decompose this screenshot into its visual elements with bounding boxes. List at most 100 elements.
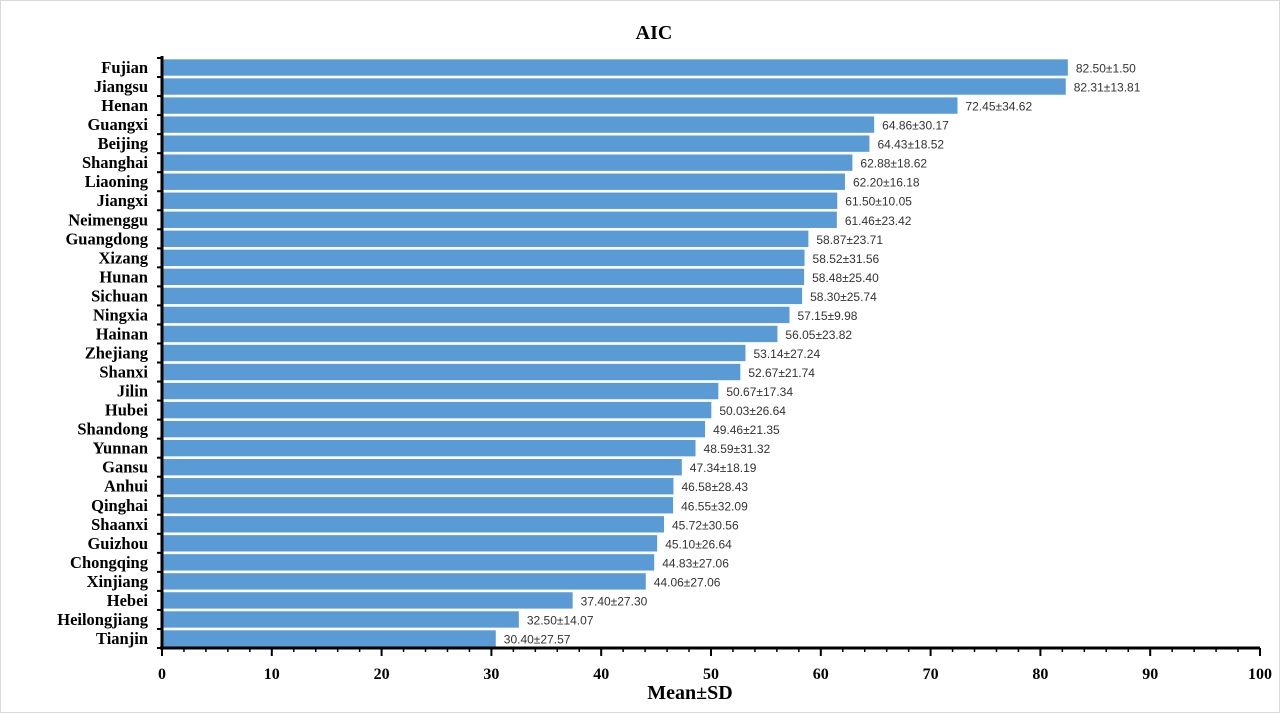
bar-henan [162,97,958,114]
x-tick-label: 40 [593,666,609,683]
data-label-jilin: 50.67±17.34 [726,385,793,399]
bar-yunnan [162,439,696,457]
data-label-xizang: 58.52±31.56 [813,252,880,266]
bar-tianjin [162,630,496,647]
category-label-shanghai: Shanghai [82,153,148,172]
bar-shanghai [162,154,853,171]
bar-anhui [162,478,674,495]
bar-hubei [162,401,712,419]
x-tick-label: 20 [374,666,390,683]
data-label-tianjin: 30.40±27.57 [504,632,571,646]
data-label-zhejiang: 53.14±27.24 [753,347,820,361]
category-label-beijing: Beijing [98,134,149,153]
category-label-shaanxi: Shaanxi [91,515,148,534]
bar-jiangsu [162,78,1066,95]
category-label-zhejiang: Zhejiang [85,344,149,363]
category-label-jiangsu: Jiangsu [94,77,148,96]
bar-sichuan [162,287,803,305]
bar-gansu [162,459,682,476]
data-label-sichuan: 58.30±25.74 [810,290,877,304]
data-label-yunnan: 48.59±31.32 [704,442,771,456]
bar-guizhou [162,535,658,552]
bar-jilin [162,382,719,400]
data-label-xinjiang: 44.06±27.06 [654,575,721,589]
x-tick-label: 100 [1248,666,1272,683]
category-label-shanxi: Shanxi [99,363,148,382]
category-label-henan: Henan [101,96,148,115]
data-label-jiangxi: 61.50±10.05 [845,195,912,209]
bar-shanxi [162,363,741,381]
x-tick-label: 30 [483,666,499,683]
data-label-hebei: 37.40±27.30 [581,594,648,608]
category-label-anhui: Anhui [104,477,148,496]
data-label-shanxi: 52.67±21.74 [748,366,815,380]
data-label-ningxia: 57.15±9.98 [798,309,858,323]
axes-layer: 0 10 20 30 40 50 60 70 80 90 100 [157,56,1272,683]
category-label-gansu: Gansu [102,458,148,477]
category-label-shandong: Shandong [77,420,148,439]
bar-beijing [162,135,870,152]
category-label-liaoning: Liaoning [85,172,149,191]
category-label-xizang: Xizang [99,248,149,267]
data-label-henan: 72.45±34.62 [966,100,1033,114]
data-label-guizhou: 45.10±26.64 [665,537,732,551]
category-label-guizhou: Guizhou [87,534,148,553]
x-tick-label: 90 [1142,666,1158,683]
category-label-hainan: Hainan [96,324,148,343]
category-labels-layer: FujianJiangsuHenanGuangxiBeijingShanghai… [57,58,149,648]
category-label-ningxia: Ningxia [93,305,148,324]
category-label-chongqing: Chongqing [70,553,149,572]
data-label-shanghai: 62.88±18.62 [860,157,927,171]
category-label-neimenggu: Neimenggu [68,210,148,229]
category-label-guangxi: Guangxi [87,115,148,134]
x-tick-label: 70 [923,666,939,683]
bar-xinjiang [162,573,646,590]
data-label-qinghai: 46.55±32.09 [681,499,748,513]
bar-hainan [162,325,778,343]
chart-title: AIC [636,22,673,44]
x-axis-title: Mean±SD [647,682,732,704]
bar-neimenggu [162,211,837,228]
bar-guangdong [162,230,809,247]
bar-hebei [162,592,573,609]
bar-hunan [162,268,805,286]
category-label-qinghai: Qinghai [91,496,148,515]
category-label-sichuan: Sichuan [91,286,148,305]
data-label-chongqing: 44.83±27.06 [662,556,729,570]
category-label-jiangxi: Jiangxi [97,191,149,210]
data-label-guangdong: 58.87±23.71 [816,233,883,247]
data-label-shaanxi: 45.72±30.56 [672,518,739,532]
x-tick-label: 60 [813,666,829,683]
bar-qinghai [162,497,674,514]
category-label-xinjiang: Xinjiang [87,572,149,591]
data-label-hunan: 58.48±25.40 [812,271,879,285]
category-label-hubei: Hubei [105,401,149,420]
bar-shandong [162,420,706,438]
category-label-hebei: Hebei [107,591,149,610]
data-label-guangxi: 64.86±30.17 [882,119,949,133]
bar-xizang [162,249,805,267]
bars-layer [162,59,1068,647]
category-label-yunnan: Yunnan [93,439,148,458]
bar-zhejiang [162,344,746,362]
data-label-hainan: 56.05±23.82 [785,328,852,342]
data-labels-layer: 82.50±1.50 82.31±13.81 72.45±34.62 64.86±30… [504,62,1141,647]
bar-ningxia [162,306,790,324]
data-label-fujian: 82.50±1.50 [1076,62,1136,76]
category-label-fujian: Fujian [101,58,148,77]
category-label-heilongjiang: Heilongjiang [57,610,149,629]
bar-liaoning [162,173,845,190]
data-label-liaoning: 62.20±16.18 [853,176,920,190]
bar-heilongjiang [162,611,519,628]
data-label-neimenggu: 61.46±23.42 [845,214,912,228]
data-label-shandong: 49.46±21.35 [713,423,780,437]
category-label-tianjin: Tianjin [96,629,148,648]
category-label-jilin: Jilin [117,382,148,401]
data-label-heilongjiang: 32.50±14.07 [527,613,594,627]
data-label-hubei: 50.03±26.64 [719,404,786,418]
data-label-jiangsu: 82.31±13.81 [1074,81,1141,95]
bar-shaanxi [162,516,665,533]
bar-jiangxi [162,192,838,209]
x-tick-label: 10 [264,666,280,683]
